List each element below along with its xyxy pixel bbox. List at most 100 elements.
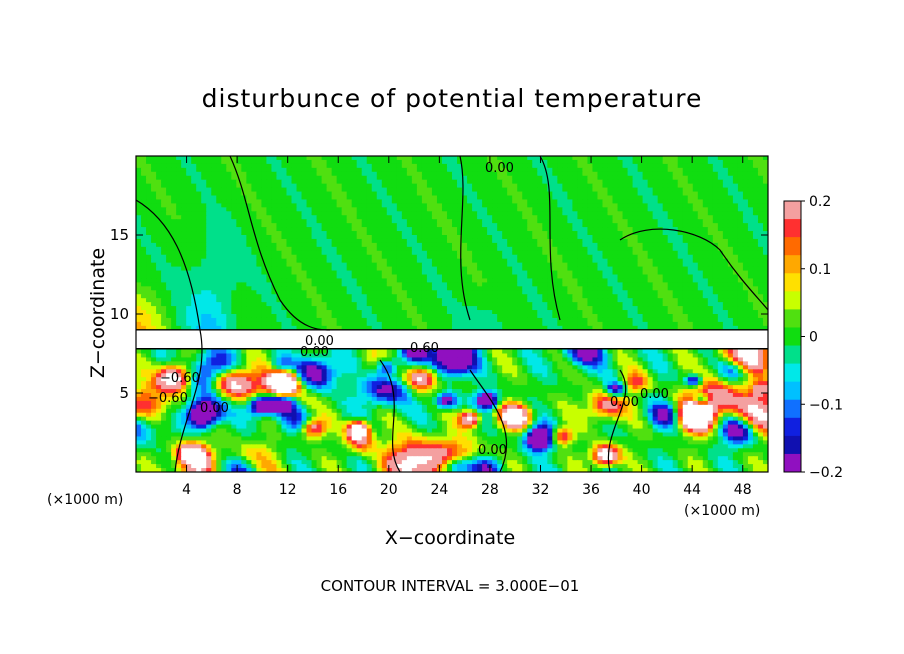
heatmap-cell <box>667 183 674 189</box>
heatmap-cell <box>472 258 478 264</box>
heatmap-cell <box>281 270 288 276</box>
heatmap-cell <box>552 175 558 181</box>
heatmap-cell <box>582 207 589 212</box>
heatmap-cell <box>226 211 232 216</box>
heatmap-cell <box>562 235 568 240</box>
heatmap-cell <box>266 246 273 252</box>
heatmap-cell <box>421 298 428 303</box>
heatmap-cell <box>527 231 533 236</box>
heatmap-cell <box>517 250 523 256</box>
heatmap-cell <box>401 215 408 220</box>
heatmap-cell <box>251 238 257 244</box>
heatmap-cell <box>381 286 388 291</box>
heatmap-cell <box>477 183 483 189</box>
heatmap-cell <box>281 207 288 212</box>
heatmap-cell <box>301 306 308 311</box>
heatmap-cell <box>246 156 252 161</box>
heatmap-cell <box>562 195 568 201</box>
heatmap-cell <box>361 246 368 252</box>
heatmap-cell <box>757 278 764 283</box>
heatmap-cell <box>206 278 212 283</box>
heatmap-cell <box>512 183 518 189</box>
heatmap-cell <box>662 175 669 181</box>
heatmap-cell <box>642 191 649 197</box>
heatmap-cell <box>356 207 363 212</box>
heatmap-cell <box>457 298 463 303</box>
heatmap-cell <box>507 179 513 185</box>
heatmap-cell <box>657 274 664 280</box>
heatmap-cell <box>562 191 568 197</box>
heatmap-cell <box>361 310 368 315</box>
heatmap-cell <box>421 203 428 208</box>
heatmap-cell <box>426 187 433 193</box>
heatmap-cell <box>482 286 488 291</box>
heatmap-cell <box>271 235 278 240</box>
heatmap-cell <box>607 282 614 287</box>
heatmap-cell <box>311 290 318 295</box>
heatmap-cell <box>261 290 268 295</box>
heatmap-cell <box>632 302 639 307</box>
heatmap-cell <box>622 306 629 311</box>
heatmap-cell <box>421 270 428 276</box>
heatmap-cell <box>467 215 473 220</box>
heatmap-cell <box>697 238 704 244</box>
heatmap-cell <box>527 290 533 295</box>
heatmap-cell <box>316 167 323 173</box>
heatmap-cell <box>672 203 679 208</box>
heatmap-cell <box>411 278 418 283</box>
heatmap-cell <box>316 238 323 244</box>
heatmap-cell <box>452 195 458 201</box>
heatmap-cell <box>331 215 338 220</box>
heatmap-cell <box>396 298 403 303</box>
heatmap-cell <box>356 286 363 291</box>
heatmap-cell <box>236 231 242 236</box>
heatmap-cell <box>366 278 373 283</box>
heatmap-cell <box>597 223 604 228</box>
heatmap-cell <box>727 246 734 252</box>
heatmap-cell <box>341 191 348 197</box>
heatmap-cell <box>702 215 709 220</box>
heatmap-cell <box>216 159 222 165</box>
heatmap-cell <box>617 258 624 264</box>
heatmap-cell <box>411 199 418 204</box>
heatmap-cell <box>452 187 458 193</box>
heatmap-cell <box>396 175 403 181</box>
heatmap-cell <box>602 199 609 204</box>
heatmap-cell <box>522 215 528 220</box>
heatmap-cell <box>622 290 629 295</box>
heatmap-cell <box>406 258 413 264</box>
heatmap-cell <box>472 223 478 228</box>
heatmap-cell <box>226 298 232 303</box>
heatmap-cell <box>176 294 182 299</box>
heatmap-cell <box>246 262 252 268</box>
heatmap-cell <box>311 215 318 220</box>
heatmap-cell <box>321 171 328 177</box>
heatmap-cell <box>396 203 403 208</box>
heatmap-cell <box>166 290 172 295</box>
heatmap-cell <box>171 215 177 220</box>
heatmap-cell <box>662 179 669 185</box>
heatmap-cell <box>607 258 614 264</box>
heatmap-cell <box>572 282 578 287</box>
heatmap-cell <box>657 238 664 244</box>
heatmap-cell <box>502 235 508 240</box>
heatmap-cell <box>441 294 448 299</box>
heatmap-cell <box>452 203 458 208</box>
heatmap-cell <box>692 286 699 291</box>
heatmap-cell <box>647 183 654 189</box>
heatmap-cell <box>502 191 508 197</box>
heatmap-cell <box>707 302 714 307</box>
heatmap-cell <box>572 159 578 165</box>
heatmap-cell <box>512 270 518 276</box>
heatmap-cell <box>572 211 578 216</box>
heatmap-cell <box>702 286 709 291</box>
heatmap-cell <box>637 179 644 185</box>
heatmap-cell <box>186 187 192 193</box>
heatmap-cell <box>522 219 528 224</box>
heatmap-cell <box>296 187 303 193</box>
heatmap-cell <box>286 270 293 276</box>
heatmap-cell <box>141 235 147 240</box>
heatmap-cell <box>236 258 242 264</box>
heatmap-cell <box>236 207 242 212</box>
heatmap-cell <box>231 179 237 185</box>
